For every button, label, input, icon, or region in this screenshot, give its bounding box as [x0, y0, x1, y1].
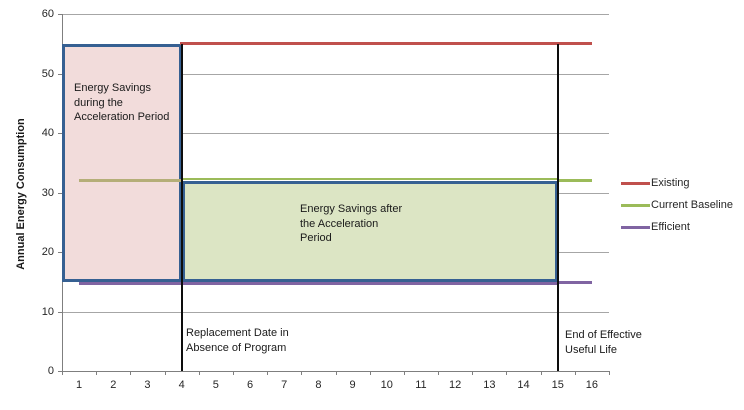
x-tick-9: [369, 372, 371, 375]
y-tick-label-30: 30: [41, 186, 54, 199]
gridline-60: [62, 14, 609, 15]
gridline-40: [62, 133, 609, 134]
y-tick-50: [58, 73, 62, 75]
legend-line-icon: [621, 181, 650, 185]
annotation-line: Replacement Date in: [186, 327, 289, 339]
x-tick-label-6: 6: [246, 379, 254, 391]
y-tick-label-60: 60: [41, 8, 54, 20]
x-tick-5: [232, 372, 234, 375]
legend-line-icon: [621, 203, 650, 207]
annotation-line: Period: [300, 232, 332, 244]
legend-item-efficient: Efficient: [621, 216, 733, 238]
legend-label: Existing: [651, 177, 690, 189]
y-axis-title: Annual Energy Consumption: [15, 118, 27, 270]
annotation-line: Energy Savings after: [300, 203, 403, 215]
x-tick-label-12: 12: [449, 379, 462, 391]
x-tick-13: [506, 372, 508, 375]
annotation-line: Absence of Program: [186, 341, 287, 354]
x-tick-15: [574, 372, 576, 375]
y-tick-30: [58, 192, 62, 194]
legend-item-existing: Existing: [621, 172, 733, 194]
x-tick-10: [403, 372, 405, 375]
x-tick-label-16: 16: [585, 379, 599, 391]
x-tick-label-11: 11: [415, 379, 427, 391]
annotation-savings-after-acceleration: Energy Savings after the Acceleration Peri…: [300, 202, 402, 246]
series-baseline-line-over-shaded: [79, 179, 182, 183]
x-tick-label-15: 15: [551, 379, 564, 391]
annotation-line: the Acceleration: [300, 217, 379, 230]
x-tick-label-13: 13: [483, 379, 496, 391]
y-tick-label-40: 40: [41, 127, 54, 139]
y-tick-label-50: 50: [41, 67, 54, 80]
marker-line-x15: [556, 43, 559, 371]
x-tick-label-10: 10: [380, 379, 393, 391]
y-tick-40: [58, 133, 62, 134]
legend-label: Current Baseline: [651, 199, 733, 211]
x-tick-16: [609, 372, 610, 375]
x-tick-label-2: 2: [110, 379, 117, 391]
region-post-acceleration-savings: [181, 180, 558, 282]
series-baseline-line-end: [556, 178, 592, 182]
x-tick-label-4: 4: [178, 379, 185, 391]
annotation-savings-during-acceleration: Energy Savings during the Acceleration Per…: [74, 81, 169, 125]
series-existing-line: [179, 42, 592, 46]
legend: Existing Current Baseline Efficient: [621, 172, 733, 238]
legend-item-current-baseline: Current Baseline: [621, 194, 733, 216]
y-tick-60: [58, 14, 62, 15]
x-tick-label-5: 5: [212, 379, 219, 391]
y-tick-label-0: 0: [47, 365, 54, 377]
series-efficient-line: [79, 281, 558, 285]
x-tick-1: [96, 372, 98, 375]
x-tick-label-7: 7: [281, 379, 288, 391]
annotation-line: Energy Savings: [74, 82, 152, 94]
x-tick-0: [62, 372, 63, 375]
x-tick-7: [301, 372, 303, 375]
x-tick-8: [335, 372, 337, 375]
annotation-line: Useful Life: [565, 343, 617, 356]
y-tick-label-20: 20: [41, 246, 54, 258]
legend-line-icon: [621, 225, 650, 229]
x-tick-label-3: 3: [144, 379, 151, 391]
y-tick-20: [58, 252, 62, 253]
x-tick-2: [130, 372, 132, 375]
x-tick-3: [164, 372, 166, 375]
gridline-10: [62, 311, 609, 313]
series-efficient-line-end: [556, 280, 592, 284]
region-acceleration-savings: [62, 43, 182, 282]
series-baseline-line-sliver: [181, 177, 558, 180]
annotation-replacement-date: Replacement Date in Absence of Program: [186, 326, 289, 355]
legend-label: Efficient: [651, 221, 690, 233]
y-tick-0: [58, 371, 62, 372]
annotation-line: End of Effective: [565, 329, 642, 341]
y-tick-label-10: 10: [41, 305, 54, 318]
x-tick-12: [472, 372, 474, 375]
x-tick-6: [267, 372, 269, 375]
marker-line-x4: [180, 43, 183, 371]
x-axis-line: [62, 371, 610, 372]
annotation-end-of-useful-life: End of Effective Useful Life: [565, 328, 642, 357]
x-tick-label-9: 9: [349, 379, 356, 391]
y-tick-10: [58, 311, 62, 313]
x-tick-11: [438, 372, 440, 375]
x-tick-4: [198, 372, 200, 375]
x-tick-label-1: 1: [76, 379, 83, 391]
x-tick-label-14: 14: [517, 379, 530, 391]
x-tick-14: [540, 372, 542, 375]
annotation-line: Acceleration Period: [74, 111, 170, 123]
gridline-50: [62, 73, 609, 75]
annotation-line: during the: [74, 96, 123, 109]
x-tick-label-8: 8: [315, 379, 322, 391]
